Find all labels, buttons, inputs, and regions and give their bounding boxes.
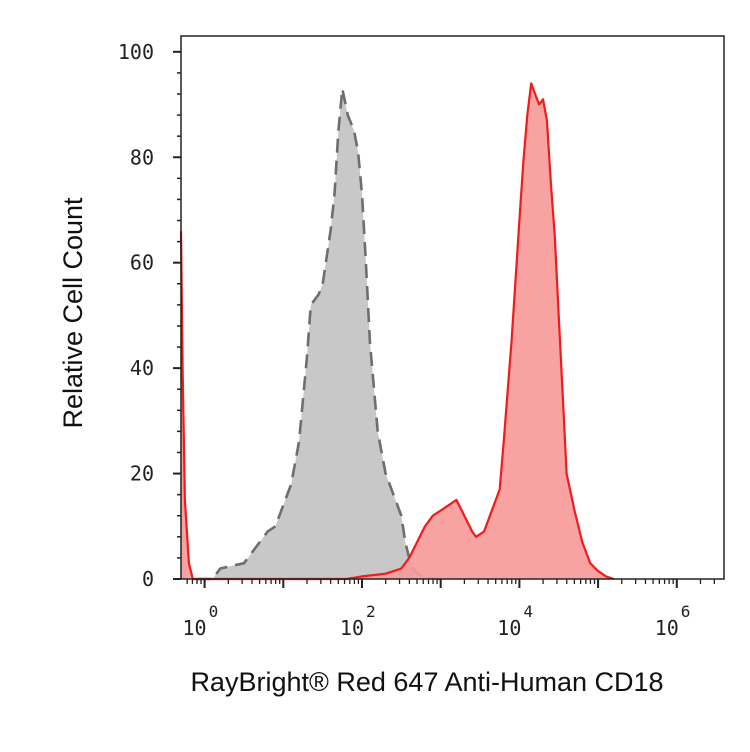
series-2-line (179, 82, 615, 581)
series-1-area (196, 88, 441, 579)
y-tick-label: 60 (130, 251, 154, 275)
y-tick-label: 80 (130, 145, 154, 169)
x-tick-label-exponent: 6 (681, 602, 691, 621)
x-tick-label-exponent: 2 (366, 602, 376, 621)
x-tick-label-base: 10 (655, 616, 679, 640)
y-axis-title: Relative Cell Count (58, 197, 88, 429)
series-layer (179, 82, 615, 581)
series-1-line (196, 87, 441, 581)
y-tick-label: 0 (142, 567, 154, 591)
x-tick-label-exponent: 0 (209, 602, 219, 621)
x-tick-label-base: 10 (183, 616, 207, 640)
x-axis-title: RayBright® Red 647 Anti-Human CD18 (190, 667, 663, 697)
x-tick-label-exponent: 4 (523, 602, 533, 621)
y-tick-label: 20 (130, 462, 154, 486)
x-tick-label-base: 10 (497, 616, 521, 640)
series-2-area (181, 83, 614, 580)
x-tick-label-base: 10 (340, 616, 364, 640)
y-tick-label: 40 (130, 356, 154, 380)
y-tick-label: 100 (118, 40, 154, 64)
plot-frame (180, 35, 725, 580)
